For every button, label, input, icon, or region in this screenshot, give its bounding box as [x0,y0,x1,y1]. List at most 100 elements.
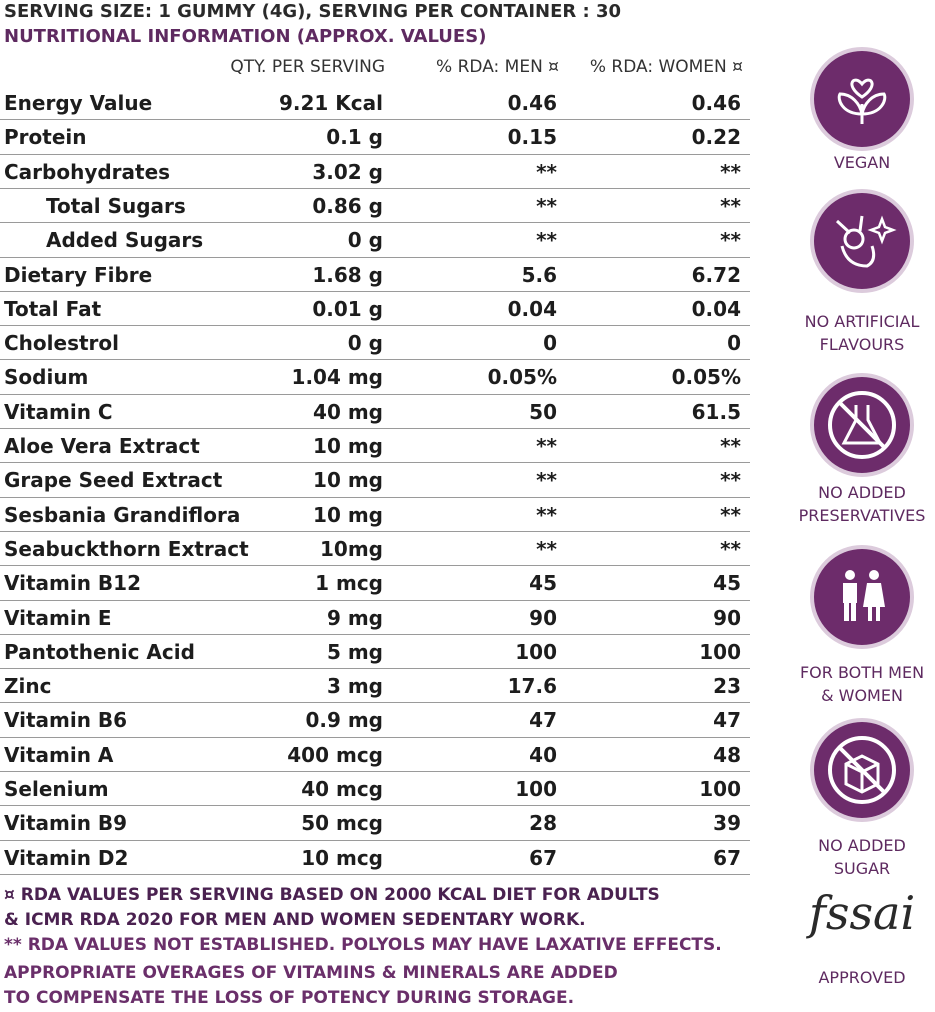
row-divider [0,496,750,498]
badge-label: FLAVOURS [819,335,905,354]
rda-women-cell: 48 [713,742,741,767]
qty-cell: 9.21 Kcal [278,91,383,115]
qty-cell: 0 g [347,331,383,356]
qty-cell: 0 g [347,228,383,253]
rda-women-cell: ** [720,228,741,253]
row-divider [0,839,750,841]
rda-women-cell: 100 [699,639,741,664]
qty-cell: 0.86 g [312,193,383,218]
row-divider [0,805,750,807]
rda-men-cell: 67 [529,845,557,870]
rda-men-cell: 0 [543,331,557,356]
qty-cell: 40 mcg [301,777,383,801]
rda-women-cell: 100 [699,777,741,801]
no-preservatives-icon [810,373,914,477]
row-divider [0,736,750,738]
row-label: Aloe Vera Extract [4,434,200,458]
subtitle: NUTRITIONAL INFORMATION (APPROX. VALUES) [4,26,487,47]
qty-cell: 0.1 g [326,125,383,150]
rda-men-cell: ** [536,468,557,493]
row-label: Selenium [4,777,109,801]
rda-men-cell: ** [536,536,557,561]
rda-women-cell: 90 [713,605,741,630]
row-label: Vitamin E [4,605,112,630]
rda-men-cell: ** [536,228,557,253]
rda-women-cell: 0 [727,331,741,356]
rda-women-cell: ** [720,502,741,527]
vegan-icon [810,47,914,151]
row-label: Vitamin B6 [4,708,128,733]
row-label: Total Sugars [46,193,186,218]
row-label: Vitamin A [4,742,114,767]
badge-label: PRESERVATIVES [798,506,926,525]
rda-women-cell: 0.46 [691,91,741,115]
row-label: Carbohydrates [4,159,171,184]
badge-label: NO ADDED [818,836,906,855]
badge-label: SUGAR [833,859,891,878]
row-divider [0,771,750,772]
badge-label: VEGAN [833,153,891,172]
rda-women-cell: 45 [713,571,741,596]
rda-women-cell: 47 [713,708,741,733]
row-label: Sodium [4,365,89,390]
rda-men-cell: 0.05% [487,365,557,390]
qty-cell: 1.68 g [312,262,383,287]
row-divider [0,359,750,361]
no-sugar-icon [810,718,914,822]
rda-men-cell: 100 [515,777,557,801]
row-divider [0,702,750,704]
footnote-line: ** RDA VALUES NOT ESTABLISHED. POLYOLS M… [4,935,722,955]
rda-men-cell: 0.04 [507,296,557,321]
qty-cell: 1.04 mg [291,365,383,390]
row-divider [0,668,750,670]
row-label: Zinc [4,674,52,699]
badge-label: & WOMEN [821,686,903,705]
rda-men-cell: 28 [529,811,557,836]
qty-cell: 5 mg [326,639,383,664]
rda-men-cell: 47 [529,708,557,733]
rda-women-cell: 39 [713,811,741,836]
badge-label: NO ADDED [818,483,906,502]
rda-women-cell: 6.72 [691,262,741,287]
rda-women-cell: ** [720,434,741,458]
row-label: Cholestrol [4,331,119,356]
footnote-line: APPROPRIATE OVERAGES OF VITAMINS & MINER… [4,963,618,983]
rda-men-cell: 50 [529,399,557,424]
no-artificial-icon [810,189,914,293]
row-label: Vitamin C [4,399,113,424]
qty-cell: 10 mcg [301,845,383,870]
fssai-logo: fssai [808,886,916,940]
row-divider [0,428,750,429]
row-divider [0,530,750,532]
row-label: Energy Value [4,91,153,115]
qty-cell: 10mg [320,536,383,561]
badge-label: NO ARTIFICIAL [804,312,920,331]
row-divider [0,222,750,224]
row-label: Vitamin D2 [4,845,129,870]
rda-women-cell: 23 [713,674,741,699]
row-divider [0,599,750,601]
row-divider [0,633,750,635]
qty-cell: 50 mcg [301,811,383,836]
column-header: QTY. PER SERVING [230,57,385,77]
row-divider [0,290,750,292]
qty-cell: 40 mg [313,399,383,424]
row-label: Grape Seed Extract [4,468,223,493]
badge-label: FOR BOTH MEN [799,663,925,682]
men-women-icon [810,545,914,649]
rda-men-cell: 40 [529,742,557,767]
rda-men-cell: 17.6 [507,674,557,699]
qty-cell: 0.9 mg [305,708,383,733]
row-label: Seabuckthorn Extract [4,536,249,561]
rda-women-cell: 61.5 [691,399,741,424]
row-label: Pantothenic Acid [4,639,195,664]
rda-women-cell: 67 [713,845,741,870]
row-divider [0,462,750,464]
qty-cell: 10 mg [313,502,383,527]
rda-women-cell: 0.04 [691,296,741,321]
footnote-line: TO COMPENSATE THE LOSS OF POTENCY DURING… [4,988,575,1008]
rda-men-cell: ** [536,502,557,527]
row-divider [0,256,750,258]
footnote-line: ¤ RDA VALUES PER SERVING BASED ON 2000 K… [4,885,660,905]
